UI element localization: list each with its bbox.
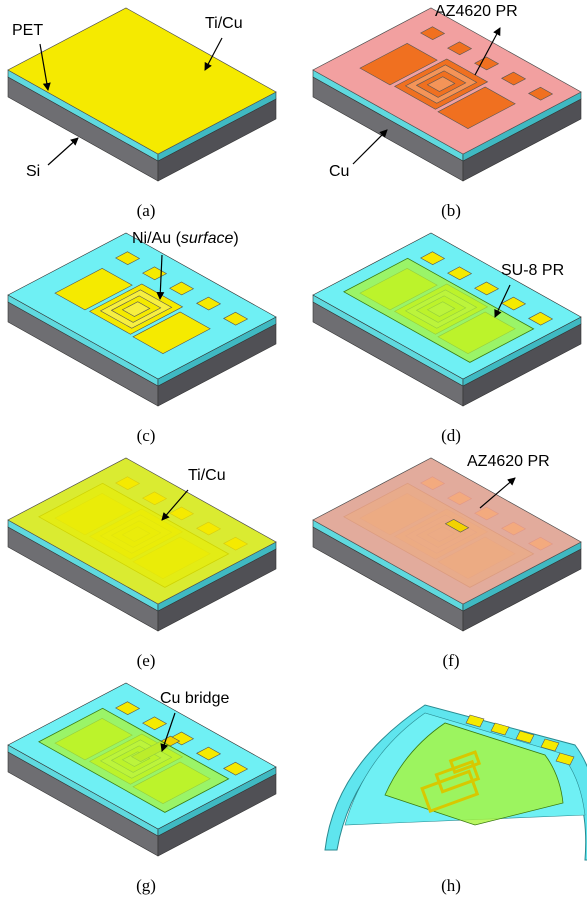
panel: (f) AZ4620 PR xyxy=(313,453,581,670)
annotation: Ni/Au (surface) xyxy=(132,230,239,247)
panel-label: (f) xyxy=(443,651,460,670)
annotation-part: surface xyxy=(181,230,234,247)
arrow xyxy=(48,138,78,165)
annotation: AZ4620 PR xyxy=(435,3,518,20)
panel: (c) Ni/Au (surface) xyxy=(8,230,276,445)
panel-label: (b) xyxy=(441,201,461,220)
panel-label: (e) xyxy=(137,651,156,670)
panel: (d) SU-8 PR xyxy=(313,233,581,445)
annotation: AZ4620 PR xyxy=(467,453,550,470)
annotation: Si xyxy=(26,163,40,180)
annotation-part: ) xyxy=(233,230,238,247)
annotation: PET xyxy=(12,22,43,39)
annotation: Cu xyxy=(329,163,349,180)
panel-label: (g) xyxy=(136,876,156,895)
arrow xyxy=(353,130,387,164)
panel-label: (h) xyxy=(441,876,461,895)
panel-label: (c) xyxy=(137,426,156,445)
panel: (e) Ti/Cu xyxy=(8,458,276,670)
panel: (g) Cu bridge xyxy=(8,683,276,895)
annotation: Ti/Cu xyxy=(205,15,243,32)
panel-label: (d) xyxy=(441,426,461,445)
annotation-part: Ni/Au ( xyxy=(132,230,182,247)
panel: (a) PET Ti/Cu Si xyxy=(8,8,276,220)
annotation: Ti/Cu xyxy=(188,467,226,484)
annotation: Cu bridge xyxy=(160,690,229,707)
panel: (h) xyxy=(325,705,587,895)
figure: (a) PET Ti/Cu Si (b) AZ4620 PR Cu (c) Ni/Au (sur… xyxy=(0,0,587,907)
page: {"panels": [ {"label": "(a)", "annotatio… xyxy=(0,0,587,907)
panel: (b) AZ4620 PR Cu xyxy=(313,3,581,220)
annotation: SU-8 PR xyxy=(501,262,564,279)
panel-label: (a) xyxy=(137,201,156,220)
